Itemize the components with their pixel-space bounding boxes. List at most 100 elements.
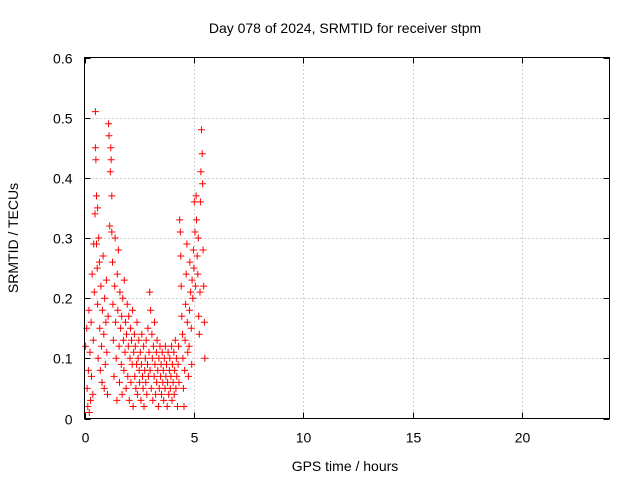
data-point — [178, 312, 186, 320]
data-point — [194, 270, 202, 278]
data-point — [101, 360, 109, 368]
data-point — [182, 270, 190, 278]
data-point — [112, 318, 120, 326]
data-point — [152, 348, 160, 356]
data-point — [133, 390, 141, 398]
data-point — [94, 354, 102, 362]
data-point — [109, 258, 116, 266]
data-point — [175, 378, 183, 386]
data-point — [82, 342, 90, 350]
data-point — [197, 168, 205, 176]
data-point — [161, 342, 169, 350]
data-point — [158, 348, 166, 356]
data-point — [92, 156, 100, 164]
data-point — [181, 336, 189, 344]
data-point — [132, 384, 140, 392]
data-point — [131, 342, 139, 350]
y-tick-label: 0.1 — [53, 351, 73, 367]
data-point — [192, 192, 200, 200]
data-point — [136, 378, 144, 386]
data-point — [86, 348, 94, 356]
data-point — [140, 342, 148, 350]
data-point — [182, 300, 190, 308]
data-point — [185, 342, 193, 350]
data-point — [121, 348, 129, 356]
data-point — [187, 324, 195, 332]
data-point — [139, 384, 147, 392]
data-point — [114, 246, 122, 254]
data-point — [189, 294, 197, 302]
data-point — [113, 396, 121, 404]
data-point — [172, 354, 180, 362]
data-point — [158, 390, 165, 398]
data-point — [93, 192, 100, 200]
data-point — [88, 270, 96, 278]
data-point — [100, 384, 108, 392]
data-point — [96, 366, 104, 374]
data-point — [126, 324, 134, 332]
data-point — [142, 378, 150, 386]
data-point — [186, 258, 194, 266]
data-point — [101, 294, 109, 302]
data-point — [109, 336, 117, 344]
data-point — [126, 354, 134, 362]
data-point — [94, 300, 102, 308]
data-point — [124, 342, 132, 350]
y-tick-label: 0.5 — [53, 111, 73, 127]
data-point — [170, 390, 178, 398]
data-point — [179, 330, 186, 338]
data-point — [166, 354, 174, 362]
data-point — [117, 324, 125, 332]
data-point — [107, 144, 115, 152]
data-point — [163, 360, 170, 368]
grid — [84, 57, 610, 419]
data-point — [137, 360, 145, 368]
data-point — [118, 390, 126, 398]
data-point — [175, 342, 183, 350]
data-point — [102, 318, 110, 326]
data-point — [85, 409, 93, 416]
data-point — [153, 378, 161, 386]
data-point — [152, 390, 160, 398]
data-point — [122, 384, 130, 392]
data-point — [103, 348, 111, 356]
data-point — [122, 318, 130, 326]
data-point — [104, 312, 112, 320]
x-tick-label: 15 — [406, 430, 422, 446]
data-point — [123, 300, 131, 308]
data-point — [107, 156, 115, 164]
data-point — [177, 252, 185, 260]
data-point — [192, 282, 200, 290]
data-point — [95, 258, 103, 266]
data-point — [171, 336, 179, 344]
data-point — [111, 282, 119, 290]
data-point — [176, 228, 184, 236]
data-point — [134, 354, 142, 362]
data-point — [183, 318, 191, 326]
data-point — [140, 403, 148, 410]
y-tick-label: 0.6 — [53, 51, 73, 67]
data-point — [148, 354, 156, 362]
data-point — [148, 330, 156, 338]
data-point — [173, 372, 181, 380]
data-point — [186, 306, 193, 314]
data-point — [105, 132, 113, 140]
data-point — [198, 150, 206, 158]
data-point — [129, 403, 137, 410]
data-point — [102, 276, 110, 284]
data-point — [201, 354, 209, 362]
data-point — [119, 294, 127, 302]
x-axis-label: GPS time / hours — [292, 458, 399, 474]
data-point — [196, 198, 204, 206]
data-point — [198, 126, 205, 134]
data-point — [146, 366, 154, 374]
data-point — [188, 276, 196, 284]
data-point — [160, 396, 168, 404]
data-point — [181, 366, 189, 374]
data-point — [180, 403, 188, 410]
data-point — [193, 216, 200, 224]
data-point — [127, 378, 135, 386]
axis-ticks — [84, 57, 610, 420]
data-point — [183, 240, 191, 248]
data-point — [128, 336, 135, 344]
